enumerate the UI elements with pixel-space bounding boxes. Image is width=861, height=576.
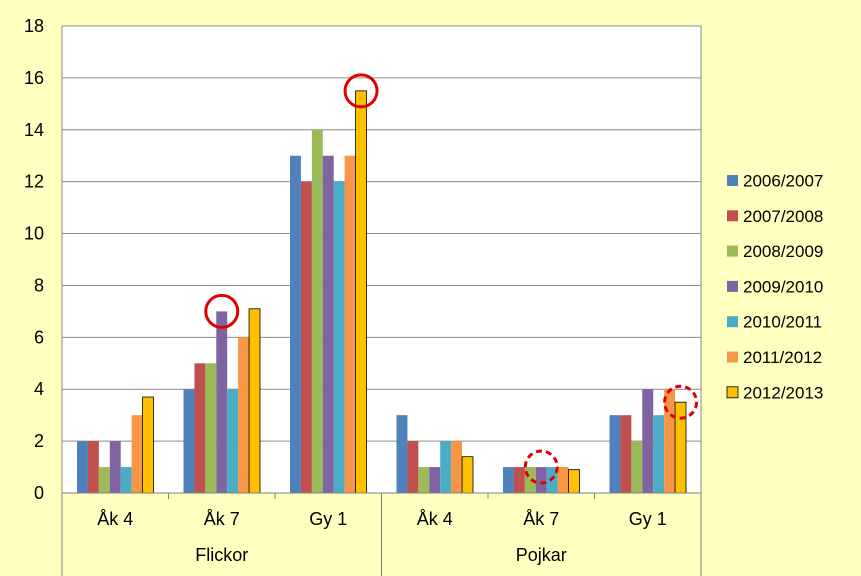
legend-swatch [726, 386, 739, 399]
bar [557, 467, 569, 493]
bar [440, 441, 452, 493]
bar [344, 155, 356, 493]
legend-label: 2006/2007 [743, 172, 823, 191]
bar [333, 181, 345, 494]
bar [142, 396, 154, 494]
bar [194, 363, 206, 493]
bar [109, 441, 121, 493]
bar [503, 467, 514, 493]
bar [429, 467, 441, 493]
legend-swatch [727, 351, 738, 363]
annotations [204, 73, 699, 485]
bar [131, 415, 143, 493]
bar [355, 90, 367, 494]
y-tick-label: 12 [24, 172, 44, 192]
bar [609, 415, 621, 493]
legend-label: 2009/2010 [743, 277, 823, 296]
legend: 2006/2007 2007/2008 2008/2009 2009/2010 2010… [726, 172, 823, 402]
bar [653, 415, 665, 493]
bar [238, 337, 250, 493]
legend-label: 2008/2009 [743, 242, 823, 261]
bar [642, 389, 654, 493]
highlight-circle [204, 293, 240, 329]
y-tick-label: 18 [24, 16, 44, 36]
bar [535, 467, 547, 493]
legend-label: 2010/2011 [743, 313, 822, 332]
bar [664, 389, 676, 493]
y-tick-label: 14 [24, 120, 44, 140]
bar [290, 155, 301, 493]
y-tick-label: 8 [34, 275, 44, 295]
bar [568, 469, 580, 494]
bar [248, 308, 261, 494]
legend-swatch [727, 245, 738, 257]
bars [77, 90, 687, 494]
x-group-label: Pojkar [516, 545, 567, 565]
bar [461, 456, 474, 494]
y-axis: 0 2 4 6 8 10 12 14 16 18 [24, 16, 44, 503]
x-tick-label: Åk 7 [523, 509, 559, 529]
legend-swatch [727, 210, 738, 222]
bar [451, 441, 463, 493]
x-axis: Åk 4 Åk 7 Gy 1 Åk 4 Åk 7 Gy 1 Flickor Pojkar [61, 492, 702, 576]
bar [631, 441, 643, 493]
legend-label: 2012/2013 [743, 383, 823, 402]
bar [300, 181, 312, 494]
x-tick-label: Gy 1 [629, 509, 667, 529]
x-tick-label: Åk 4 [97, 509, 133, 529]
x-tick-label: Åk 4 [417, 509, 453, 529]
y-tick-label: 4 [34, 379, 44, 399]
y-tick-label: 2 [34, 431, 44, 451]
bar [620, 415, 632, 493]
y-tick-label: 0 [34, 483, 44, 503]
gridlines [62, 25, 701, 442]
highlight-circle [523, 449, 559, 485]
bar [183, 389, 195, 493]
legend-swatch [727, 280, 738, 292]
bar [674, 401, 687, 494]
bar [524, 467, 536, 493]
x-tick-label: Åk 7 [204, 509, 240, 529]
y-tick-label: 10 [24, 224, 44, 244]
legend-swatch [727, 316, 738, 328]
bar [87, 441, 99, 493]
bar [120, 467, 132, 493]
x-tick-label: Gy 1 [309, 509, 347, 529]
legend-label: 2007/2008 [743, 207, 823, 226]
bar [396, 415, 408, 493]
bar [407, 441, 419, 493]
bar [205, 363, 217, 493]
bar [513, 467, 525, 493]
y-tick-label: 16 [24, 68, 44, 88]
x-group-label: Flickor [195, 545, 248, 565]
legend-label: 2011/2012 [743, 348, 822, 367]
bar [216, 311, 228, 493]
bar [322, 155, 334, 493]
bar [227, 389, 239, 493]
bar [77, 441, 88, 493]
highlight-circle [663, 384, 699, 420]
legend-swatch [727, 175, 738, 186]
bar [311, 129, 323, 493]
y-tick-label: 6 [34, 327, 44, 347]
bar [98, 467, 110, 493]
plot-area [61, 25, 702, 494]
bar [418, 467, 430, 493]
highlight-circle [343, 73, 379, 109]
